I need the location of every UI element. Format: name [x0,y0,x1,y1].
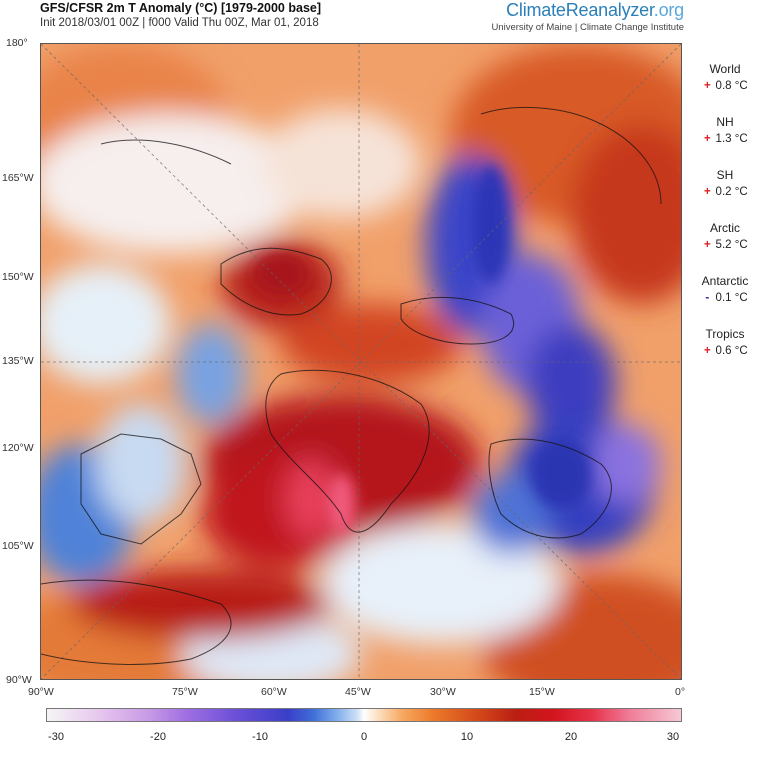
lat-label-105w: 105°W [2,540,34,552]
stat-sign: + [703,80,711,92]
stat-sign: + [703,345,711,357]
lat-label-135w: 135°W [2,355,34,367]
lat-label-180: 180° [6,37,28,49]
stat-arctic: Arctic + 5.2 °C [692,221,758,274]
lat-label-150w: 150°W [2,271,34,283]
stat-name: Tropics [705,327,745,341]
lon-label-30w: 30°W [430,686,456,698]
map-subtitle: Init 2018/03/01 00Z | f000 Valid Thu 00Z… [40,17,319,29]
colorbar-tick: 20 [564,731,578,743]
brand-tld: .org [653,0,684,20]
colorbar-tick: 10 [460,731,474,743]
anomaly-map-graphic [41,44,681,679]
lon-label-15w: 15°W [529,686,555,698]
colorbar-tick: -30 [48,731,64,743]
colorbar [46,708,682,722]
lat-label-90w: 90°W [6,674,32,686]
stat-sign: + [703,239,711,251]
stat-nh: NH + 1.3 °C [692,115,758,168]
coastlines [41,106,662,665]
colorbar-tick: 30 [666,731,680,743]
lat-label-120w: 120°W [2,442,34,454]
stat-value: 0.6 °C [715,345,748,357]
lat-label-165w: 165°W [2,172,34,184]
colorbar-tick: 0 [360,731,368,743]
stat-sh: SH + 0.2 °C [692,168,758,221]
lon-label-75w: 75°W [172,686,198,698]
stat-value: 0.8 °C [715,80,748,92]
stat-name: Antarctic [701,274,749,288]
stat-world: World + 0.8 °C [692,62,758,115]
stat-value: 5.2 °C [715,239,748,251]
stat-antarctic: Antarctic - 0.1 °C [692,274,758,327]
brand-subtitle: University of Maine | Climate Change Ins… [491,22,684,33]
stat-value: 0.1 °C [715,292,748,304]
stat-value: 1.3 °C [715,133,748,145]
colorbar-tick: -20 [150,731,166,743]
anomaly-map [40,43,682,680]
brand-logo[interactable]: ClimateReanalyzer.org [506,0,684,21]
map-title: GFS/CFSR 2m T Anomaly (°C) [1979-2000 ba… [40,1,322,15]
graticule [41,44,681,679]
stat-tropics: Tropics + 0.6 °C [692,327,758,380]
stat-name: NH [716,115,734,129]
lon-label-0: 0° [675,686,686,698]
lon-label-90w: 90°W [28,686,54,698]
stat-sign: + [703,186,711,198]
brand-name: ClimateReanalyzer [506,0,654,20]
region-stats: World + 0.8 °C NH + 1.3 °C SH + 0.2 °C A… [692,62,758,380]
colorbar-tick: -10 [252,731,268,743]
stat-name: Arctic [710,221,740,235]
stat-name: SH [716,168,734,182]
stat-sign: + [703,133,711,145]
lon-label-45w: 45°W [345,686,371,698]
temperature-detail [253,164,591,534]
lon-label-60w: 60°W [261,686,287,698]
stat-name: World [709,62,741,76]
temperature-field [41,44,681,679]
stat-sign: - [705,292,710,304]
stat-value: 0.2 °C [715,186,748,198]
